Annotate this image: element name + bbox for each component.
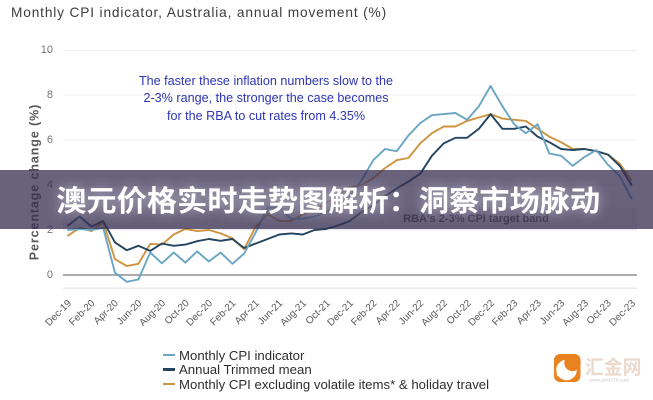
svg-text:www.gold678.com: www.gold678.com (589, 378, 629, 384)
